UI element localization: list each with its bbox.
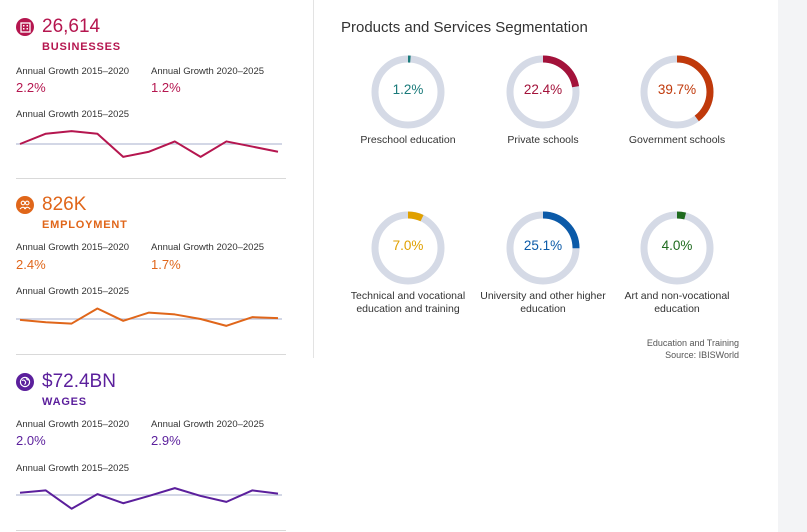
donut-3: 39.7% Government schools — [609, 54, 745, 147]
employment-label: EMPLOYMENT — [42, 219, 128, 231]
growth-2020-2025-label: Annual Growth 2020–2025 — [151, 419, 265, 430]
donut-slice — [640, 55, 714, 129]
donut-percent: 39.7% — [657, 82, 697, 97]
employment-sparkline — [16, 307, 282, 327]
donut-category-label: Art and non-vocational education — [624, 290, 730, 315]
donut-1: 1.2% Preschool education — [340, 54, 476, 147]
metric-employment: 826K EMPLOYMENT Annual Growth 2015–2020 … — [16, 194, 286, 327]
donut-4: 7.0% Technical and vocational education a… — [340, 210, 476, 316]
donut-percent: 22.4% — [523, 82, 563, 97]
wages-label: WAGES — [42, 396, 87, 408]
growth-2015-2020-value: 2.0% — [16, 433, 46, 448]
donut-slice — [371, 55, 445, 129]
donut-slice — [640, 211, 714, 285]
sparkline-label: Annual Growth 2015–2025 — [16, 109, 130, 120]
donut-category-label: Preschool education — [360, 134, 456, 146]
businesses-label: BUSINESSES — [42, 41, 121, 53]
donut-category-label: Technical and vocational education and t… — [350, 290, 466, 315]
donut-slice — [371, 211, 445, 285]
column-separator — [313, 0, 314, 358]
growth-2020-2025-value: 1.7% — [151, 257, 181, 272]
donut-slice — [506, 55, 580, 129]
sparkline-series — [19, 307, 279, 327]
growth-2020-2025-value: 2.9% — [151, 433, 181, 448]
people-icon — [16, 196, 34, 214]
wages-sparkline — [16, 487, 282, 510]
sparkline-series — [19, 487, 279, 510]
employment-value: 826K — [42, 194, 87, 215]
sparkline-label: Annual Growth 2015–2025 — [16, 463, 130, 474]
businesses-value: 26,614 — [42, 16, 101, 37]
growth-2015-2020-value: 2.2% — [16, 80, 46, 95]
right-gutter — [778, 0, 807, 532]
donut-percent: 1.2% — [392, 82, 424, 97]
donut-2: 22.4% Private schools — [475, 54, 611, 147]
donut-ring — [640, 211, 714, 285]
donut-ring — [371, 55, 445, 129]
donut-percent: 7.0% — [392, 238, 424, 253]
growth-2015-2020-label: Annual Growth 2015–2020 — [16, 66, 130, 77]
donut-category-label: Private schools — [507, 134, 579, 146]
sparkline-series — [19, 130, 279, 158]
donut-percent: 4.0% — [661, 238, 693, 253]
donut-6: 4.0% Art and non-vocational education — [609, 210, 745, 316]
growth-2020-2025-label: Annual Growth 2020–2025 — [151, 66, 265, 77]
divider — [16, 530, 286, 531]
sparkline-label: Annual Growth 2015–2025 — [16, 286, 130, 297]
divider — [16, 354, 286, 355]
growth-2015-2020-value: 2.4% — [16, 257, 46, 272]
donut-category-label: University and other higher education — [480, 290, 606, 315]
source-attribution: Source: IBISWorld — [665, 350, 739, 360]
donut-slice — [506, 211, 580, 285]
wages-value: $72.4BN — [42, 371, 116, 392]
growth-2015-2020-label: Annual Growth 2015–2020 — [16, 419, 130, 430]
growth-2020-2025-label: Annual Growth 2020–2025 — [151, 242, 265, 253]
donut-ring — [640, 55, 714, 129]
donut-category-label: Government schools — [628, 134, 726, 146]
donut-ring — [506, 211, 580, 285]
metric-wages: $72.4BN WAGES Annual Growth 2015–2020 2.… — [16, 371, 286, 510]
donut-percent: 25.1% — [523, 238, 563, 253]
businesses-sparkline — [16, 130, 282, 158]
metric-businesses: 26,614 BUSINESSES Annual Growth 2015–202… — [16, 16, 286, 158]
source-note: Education and Training Source: IBISWorld — [647, 337, 739, 361]
divider — [16, 178, 286, 179]
donut-ring — [506, 55, 580, 129]
donut-5: 25.1% University and other higher educati… — [475, 210, 611, 316]
growth-2020-2025-value: 1.2% — [151, 80, 181, 95]
source-industry: Education and Training — [646, 338, 739, 348]
globe-icon — [16, 373, 34, 391]
segmentation-title: Products and Services Segmentation — [341, 19, 588, 36]
growth-2015-2020-label: Annual Growth 2015–2020 — [16, 242, 130, 253]
donut-ring — [371, 211, 445, 285]
building-icon — [16, 18, 34, 36]
